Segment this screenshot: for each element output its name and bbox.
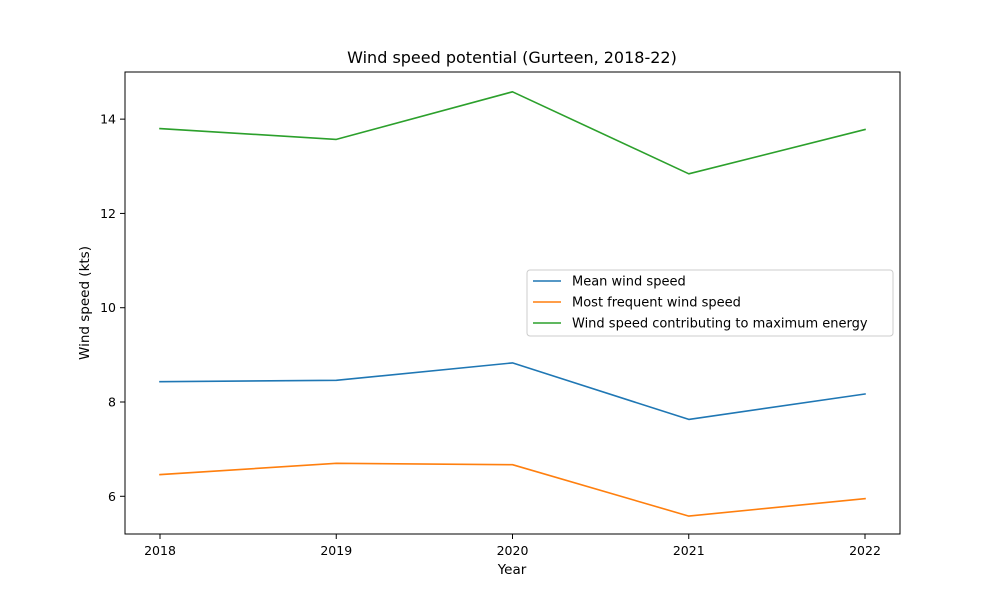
x-axis-title: Year: [497, 562, 527, 578]
y-tick-label: 8: [108, 395, 116, 410]
y-tick-label: 14: [100, 112, 116, 127]
legend-label: Wind speed contributing to maximum energ…: [572, 317, 868, 332]
x-tick-label: 2022: [849, 543, 881, 558]
series-line-3: [159, 91, 866, 175]
x-axis: 2018 2019 2020 2021 2022: [144, 534, 881, 558]
y-tick-label: 6: [108, 489, 116, 504]
series-lines: [159, 91, 866, 517]
x-tick-label: 2021: [673, 543, 705, 558]
legend-box: [526, 269, 894, 337]
series-line-2: [159, 462, 866, 517]
y-tick-label: 12: [100, 206, 116, 221]
y-axis: 6 8 10 12 14: [100, 112, 125, 504]
y-axis-title: Wind speed (kts): [77, 246, 93, 360]
x-tick-label: 2020: [497, 543, 529, 558]
legend-label: Most frequent wind speed: [572, 296, 741, 311]
chart-title: Wind speed potential (Gurteen, 2018-22): [347, 48, 677, 67]
x-tick-label: 2019: [320, 543, 352, 558]
legend-label: Mean wind speed: [572, 275, 686, 290]
legend: Mean wind speed Most frequent wind speed W…: [526, 269, 894, 337]
y-tick-label: 10: [100, 300, 116, 315]
x-tick-label: 2018: [144, 543, 176, 558]
series-line-1: [159, 362, 866, 421]
